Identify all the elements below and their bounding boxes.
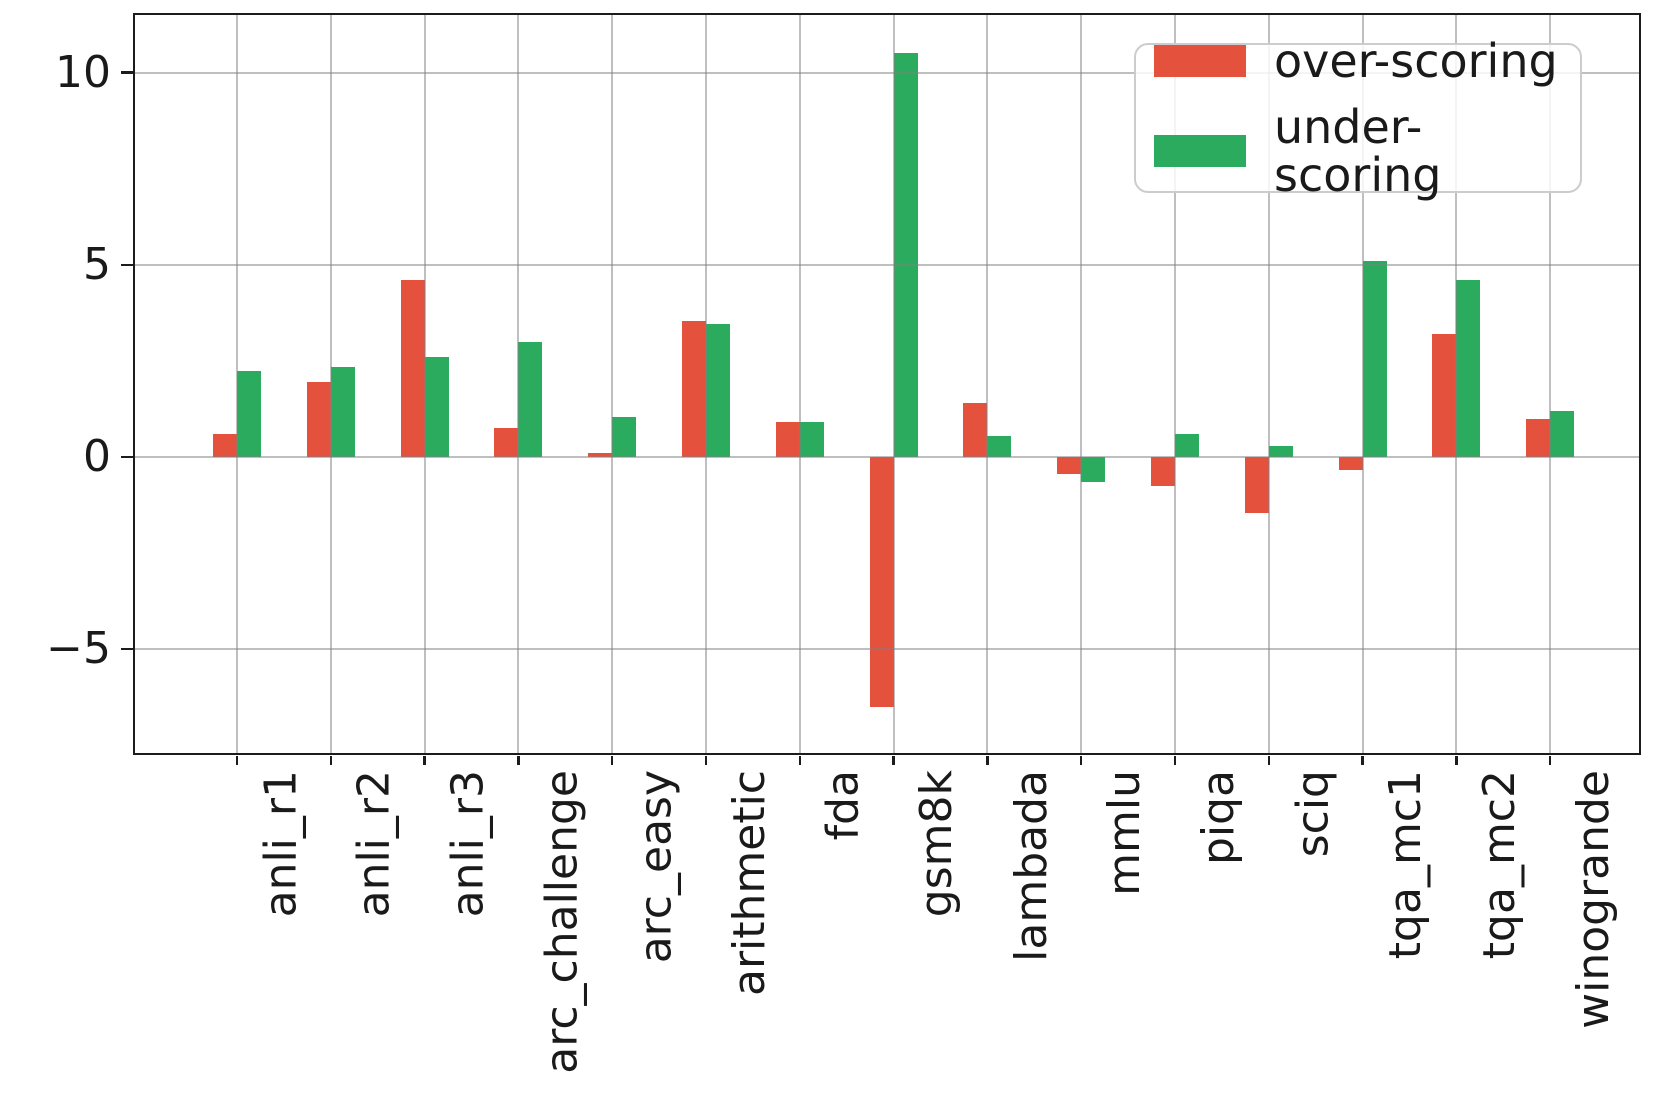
xtick-label-anli_r2: anli_r2 [348,770,400,918]
bar-over-scoring-anli_r2 [306,382,331,458]
bar-over-scoring-arc_easy [588,453,613,458]
gridline-x-lambada [986,15,989,753]
bar-under-scoring-gsm8k [893,53,918,458]
gridline-x-anli_r1 [236,15,238,753]
legend-label-over-scoring: over-scoring [1274,34,1558,88]
ytick-mark-5 [120,263,133,267]
gridline-x-anli_r3 [423,15,426,753]
legend-item-under-scoring: under-scoring [1154,103,1562,199]
xtick-mark-sciq [1267,755,1271,765]
bar-over-scoring-anli_r1 [213,433,237,458]
bar-under-scoring-arc_challenge [518,341,543,458]
legend-label-under-scoring: under-scoring [1274,100,1442,202]
ytick-mark--5 [120,647,133,651]
xtick-label-sciq: sciq [1286,770,1338,858]
xtick-mark-anli_r2 [329,755,333,765]
xtick-label-mmlu: mmlu [1099,770,1151,896]
xtick-label-piqa: piqa [1193,770,1244,866]
ytick-mark-10 [120,71,133,74]
bar-under-scoring-tqa_mc2 [1456,280,1481,458]
xtick-mark-arc_easy [610,755,614,765]
xtick-mark-tqa_mc2 [1455,755,1458,765]
bar-under-scoring-winogrande [1550,410,1575,458]
ytick-label-0: 0 [83,431,111,483]
bar-under-scoring-fda [799,422,824,458]
bar-under-scoring-lambada [987,435,1012,458]
bar-over-scoring-fda [775,422,800,458]
xtick-label-arc_challenge: arc_challenge [536,770,588,1074]
xtick-mark-anli_r1 [235,755,239,765]
xtick-label-arc_easy: arc_easy [630,770,682,964]
ytick-label-10: 10 [55,46,111,98]
xtick-label-anli_r3: anli_r3 [442,770,494,918]
ytick-label--5: −5 [46,623,111,675]
bar-over-scoring-mmlu [1057,457,1082,475]
bar-over-scoring-piqa [1151,457,1175,486]
xtick-mark-arithmetic [704,755,708,765]
gridline-y-0 [135,456,1639,459]
bar-under-scoring-arc_easy [612,416,637,458]
gridline-y-5 [135,263,1639,266]
xtick-mark-winogrande [1548,755,1552,765]
xtick-label-gsm8k: gsm8k [911,770,963,918]
bar-under-scoring-anli_r2 [330,366,355,458]
xtick-mark-arc_challenge [517,755,520,765]
bar-over-scoring-winogrande [1526,418,1551,458]
bar-under-scoring-mmlu [1081,457,1106,483]
gridline-x-mmlu [1080,15,1083,753]
legend-item-over-scoring: over-scoring [1154,37,1562,85]
xtick-mark-piqa [1173,755,1177,765]
xtick-label-lambada: lambada [1005,770,1057,962]
xtick-label-arithmetic: arithmetic [724,770,775,997]
xtick-mark-lambada [986,755,989,765]
ytick-label-5: 5 [83,238,111,290]
gridline-x-gsm8k [892,15,895,753]
xtick-label-fda: fda [817,770,869,841]
gridline-x-arithmetic [705,15,707,753]
gridline-y--5 [135,648,1639,651]
xtick-mark-gsm8k [892,755,895,765]
bar-over-scoring-arithmetic [682,320,706,458]
xtick-label-anli_r1: anli_r1 [255,770,306,918]
gridline-x-fda [798,15,801,753]
bar-over-scoring-arc_challenge [494,428,519,458]
bar-under-scoring-piqa [1175,433,1199,458]
xtick-label-tqa_mc1: tqa_mc1 [1380,770,1432,960]
bar-over-scoring-sciq [1244,457,1269,513]
bar-under-scoring-arithmetic [706,324,730,458]
gridline-x-anli_r2 [329,15,332,753]
ytick-mark-0 [120,455,133,459]
bar-over-scoring-gsm8k [869,457,894,707]
gridline-x-arc_challenge [517,15,520,753]
xtick-label-winogrande: winogrande [1568,770,1620,1029]
bar-over-scoring-tqa_mc2 [1432,334,1457,458]
bar-under-scoring-sciq [1268,445,1293,458]
xtick-mark-mmlu [1079,755,1083,765]
gridline-x-arc_easy [611,15,614,753]
bar-over-scoring-lambada [963,403,988,458]
bar-under-scoring-tqa_mc1 [1362,261,1387,458]
bar-under-scoring-anli_r1 [237,370,261,458]
bar-over-scoring-tqa_mc1 [1338,457,1363,471]
xtick-mark-anli_r3 [423,755,426,765]
xtick-mark-tqa_mc1 [1361,755,1364,765]
bar-over-scoring-anli_r3 [400,280,425,458]
xtick-mark-fda [798,755,802,765]
bar-under-scoring-anli_r3 [424,357,449,458]
legend-swatch-under-scoring-icon [1154,135,1246,167]
legend-swatch-over-scoring-icon [1154,45,1246,77]
xtick-label-tqa_mc2: tqa_mc2 [1474,770,1526,960]
legend: over-scoring under-scoring [1134,37,1582,199]
